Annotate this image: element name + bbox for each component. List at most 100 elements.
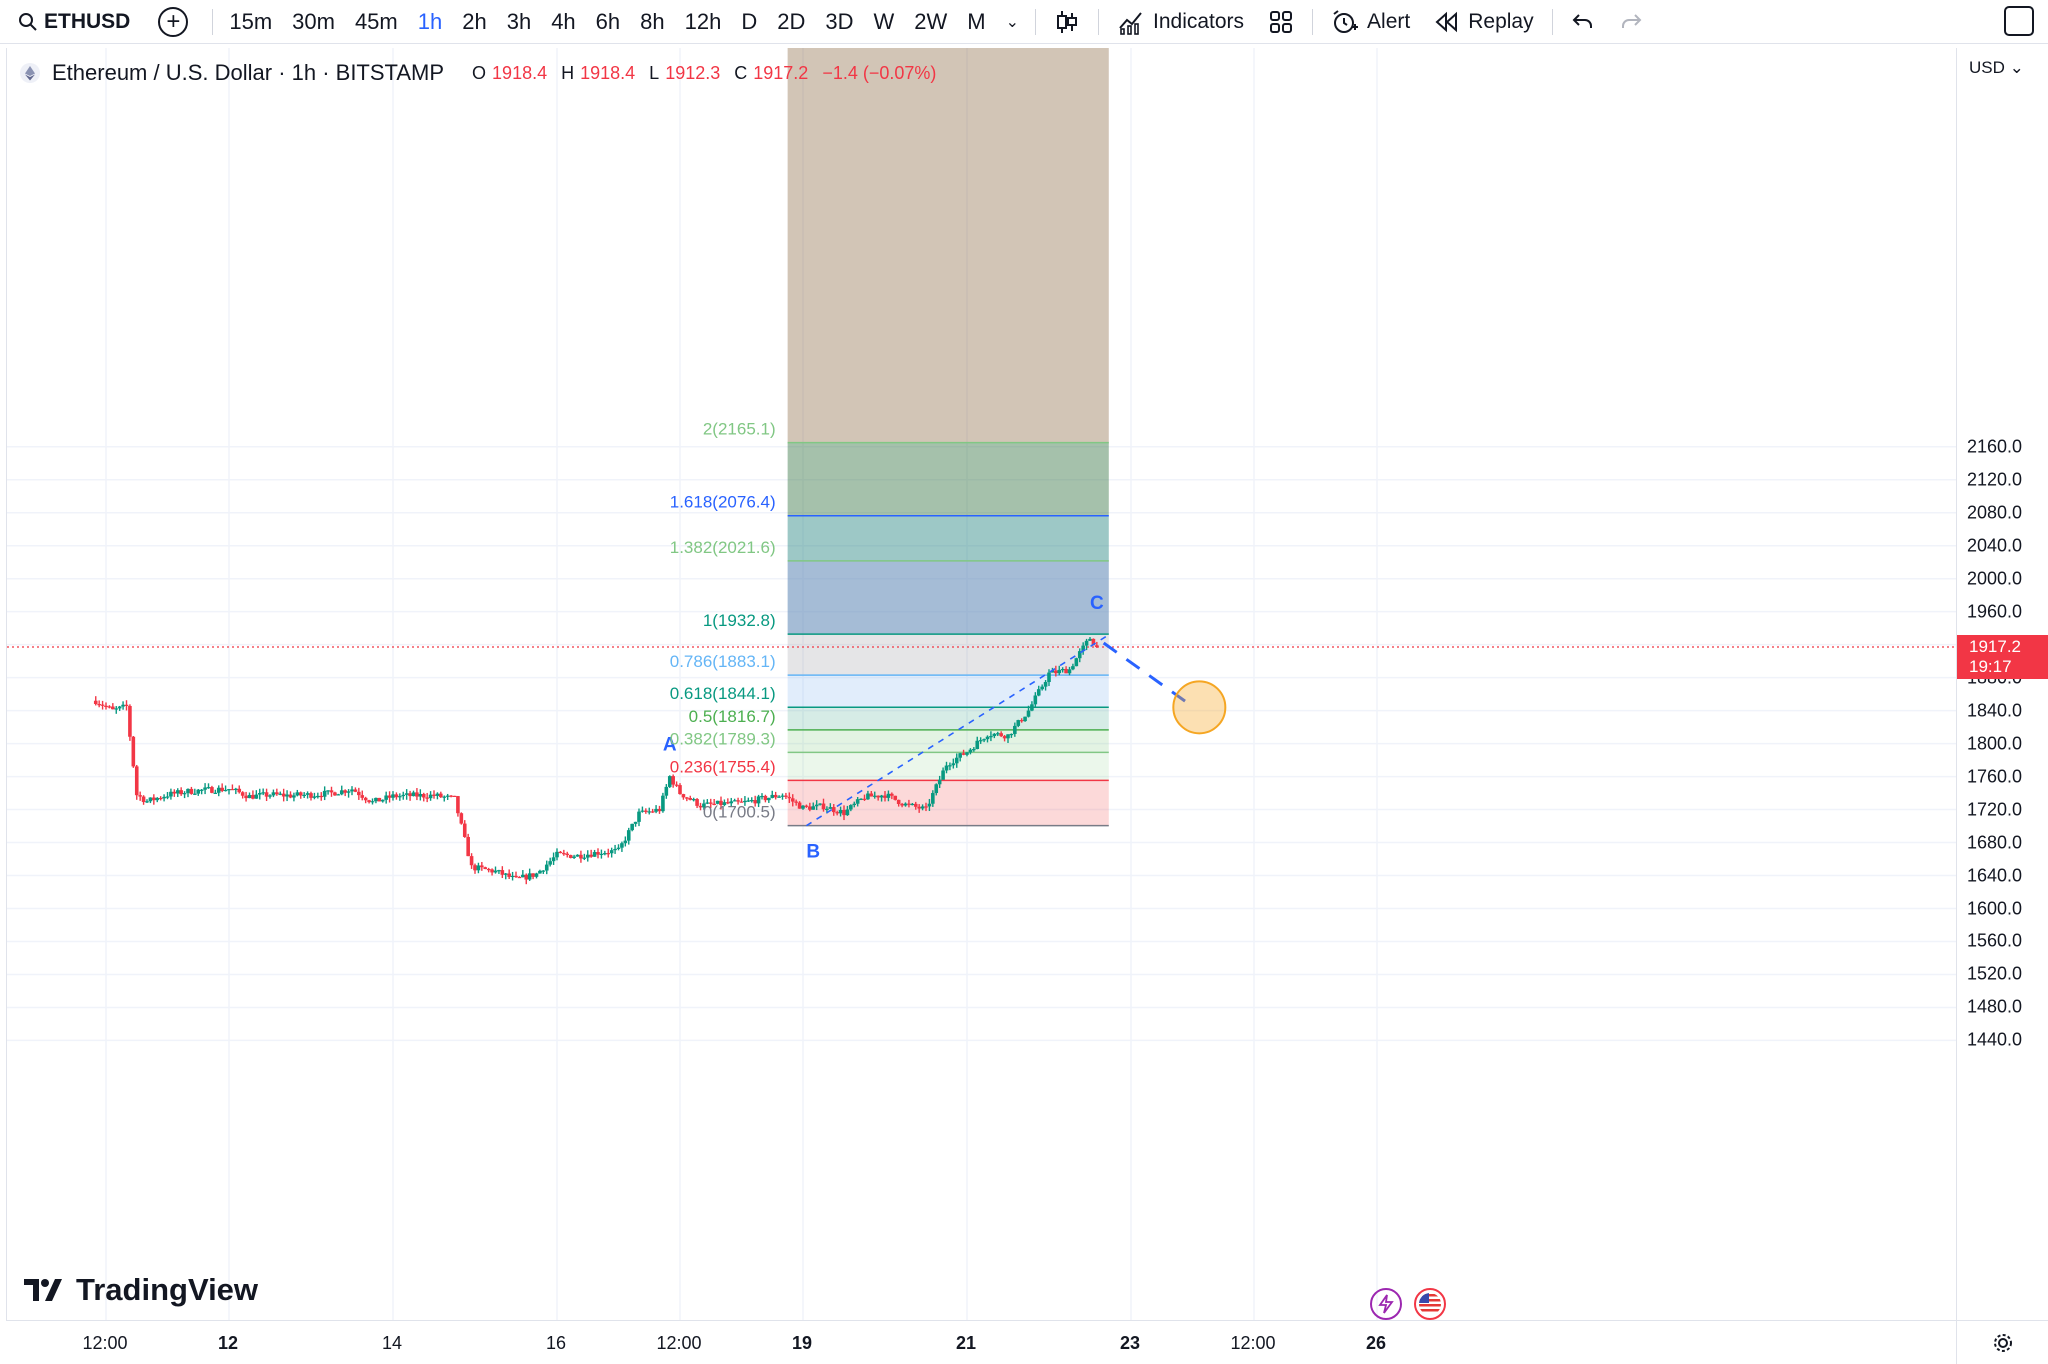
candle-body xyxy=(698,805,703,808)
candle-body xyxy=(931,793,935,804)
candle-body xyxy=(333,792,337,796)
candle-body xyxy=(592,852,597,857)
candle-body xyxy=(459,813,464,824)
candle-body xyxy=(421,793,426,798)
candle-body xyxy=(961,753,966,755)
alert-button[interactable]: Alert xyxy=(1319,8,1422,36)
interval-1h[interactable]: 1h xyxy=(417,8,443,34)
price-chart[interactable]: A B C 2(2165.1) 1.618(2076.4) 1.382(2021.6) 1… xyxy=(7,48,1956,1320)
symbol-legend[interactable]: Ethereum / U.S. Dollar · 1h · BITSTAMP O… xyxy=(20,60,936,86)
candle-body xyxy=(767,797,771,801)
interval-w[interactable]: W xyxy=(873,8,895,34)
fullscreen-button[interactable] xyxy=(2004,6,2034,36)
fib-level-label: 1.382(2021.6) xyxy=(670,538,776,557)
toolbar-divider xyxy=(1035,8,1036,35)
candle-body xyxy=(814,804,819,807)
candle-body xyxy=(913,803,918,807)
interval-15m[interactable]: 15m xyxy=(229,8,273,34)
candle-body xyxy=(343,790,347,793)
interval-6h[interactable]: 6h xyxy=(595,8,621,34)
last-price-tag: 1917.2 19:17 xyxy=(1957,634,2048,679)
close-key: C xyxy=(734,62,748,83)
candle-body xyxy=(801,805,805,809)
candle-body xyxy=(175,790,180,794)
chart-type-button[interactable] xyxy=(1042,9,1092,35)
fib-extension-lines xyxy=(7,441,1956,827)
candle-body xyxy=(278,793,283,795)
candle-body xyxy=(298,792,303,796)
candle-body xyxy=(114,708,119,710)
candle-body xyxy=(165,796,170,798)
candle-body xyxy=(859,798,863,800)
candle-body xyxy=(220,787,224,791)
candle-body xyxy=(524,874,529,880)
candle-body xyxy=(770,794,775,798)
chart-settings-button[interactable] xyxy=(1956,1320,2048,1364)
candle-body xyxy=(790,798,795,802)
candle-body xyxy=(162,796,166,799)
candle-body xyxy=(261,792,265,794)
wave-label-a: A xyxy=(663,735,677,756)
undo-button[interactable] xyxy=(1559,10,1607,34)
candle-body xyxy=(910,803,915,806)
candle-body xyxy=(401,794,406,797)
currency-selector[interactable]: USD ⌄ xyxy=(1969,58,2024,78)
interval-3d[interactable]: 3D xyxy=(825,8,854,34)
interval-2d[interactable]: 2D xyxy=(777,8,806,34)
price-axis-label: 1600.0 xyxy=(1967,898,2023,918)
chart-pane[interactable]: A B C 2(2165.1) 1.618(2076.4) 1.382(2021.6) 1… xyxy=(6,48,1956,1320)
interval-more-button[interactable]: ⌄ xyxy=(996,12,1029,32)
candle-body xyxy=(1016,720,1021,726)
symbol-search[interactable]: ETHUSD xyxy=(0,0,144,43)
candle-body xyxy=(1023,716,1027,722)
interval-45m[interactable]: 45m xyxy=(354,8,398,34)
interval-d[interactable]: D xyxy=(741,8,758,34)
candle-body xyxy=(302,794,306,797)
candle-body xyxy=(1084,640,1089,646)
interval-12h[interactable]: 12h xyxy=(684,8,722,34)
price-axis[interactable]: USD ⌄ 2160.0 2120.0 2080.0 2040.0 2000.0 1960… xyxy=(1956,48,2048,1320)
candle-body xyxy=(456,796,460,814)
us-flag-icon[interactable] xyxy=(1414,1288,1446,1320)
layouts-button[interactable] xyxy=(1256,9,1306,35)
candle-body xyxy=(141,796,146,803)
candle-body xyxy=(794,801,798,803)
toolbar-divider xyxy=(212,8,214,35)
interval-3h[interactable]: 3h xyxy=(506,8,532,34)
candle-body xyxy=(398,796,402,798)
candle-body xyxy=(353,789,358,792)
interval-m[interactable]: M xyxy=(967,8,986,34)
candle-body xyxy=(1047,672,1051,683)
indicators-label: Indicators xyxy=(1153,9,1245,33)
candle-body xyxy=(633,821,638,824)
fib-level-label: 0(1700.5) xyxy=(703,803,776,822)
indicators-button[interactable]: Indicators xyxy=(1105,8,1256,36)
lightning-icon[interactable] xyxy=(1370,1288,1402,1320)
candle-body xyxy=(907,803,911,805)
time-axis[interactable]: 12:00 12 14 16 12:00 19 21 23 12:00 26 xyxy=(6,1320,1956,1364)
fib-level-label: 1.618(2076.4) xyxy=(670,493,776,512)
candle-body xyxy=(674,784,679,786)
candle-body xyxy=(1026,710,1031,717)
candle-body xyxy=(876,795,880,798)
fib-level-label: 0.618(1844.1) xyxy=(670,684,776,703)
price-axis-label: 2160.0 xyxy=(1967,436,2023,457)
interval-2w[interactable]: 2W xyxy=(914,8,948,34)
wave-label-b: B xyxy=(806,842,820,863)
interval-30m[interactable]: 30m xyxy=(292,8,335,34)
fib-zone xyxy=(787,675,1109,708)
interval-8h[interactable]: 8h xyxy=(640,8,665,34)
add-symbol-button[interactable]: + xyxy=(158,6,189,37)
interval-2h[interactable]: 2h xyxy=(462,8,487,34)
candle-body xyxy=(527,873,532,880)
candle-body xyxy=(965,752,969,755)
candle-body xyxy=(1030,704,1034,711)
interval-4h[interactable]: 4h xyxy=(551,8,576,34)
candle-body xyxy=(777,796,781,798)
candle-body xyxy=(531,873,535,877)
candle-body xyxy=(920,806,925,809)
candle-body xyxy=(237,788,242,793)
redo-button[interactable] xyxy=(1607,10,1655,34)
replay-button[interactable]: Replay xyxy=(1422,9,1545,35)
